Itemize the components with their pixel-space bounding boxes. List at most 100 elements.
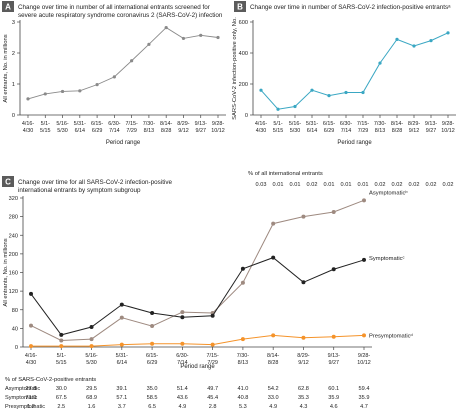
x-tick-label: 9/13- (195, 121, 207, 127)
x-tick-label: 9/13- (425, 121, 437, 127)
c-table-cell: 2.5 (57, 404, 65, 410)
data-point (95, 83, 99, 87)
x-tick-label: 4/16- (25, 353, 37, 359)
data-point (293, 104, 297, 109)
b-table-cell: 0.01 (358, 182, 369, 188)
series-line (31, 334, 365, 347)
c-table-cell: 35.0 (147, 386, 158, 392)
data-point (78, 89, 82, 93)
data-point (271, 255, 276, 260)
data-point (29, 323, 33, 328)
y-tick-label: 320 (9, 196, 18, 202)
panel-b-table-label: % of all international entrants (248, 171, 323, 177)
data-point (29, 344, 33, 349)
c-table-cell: 1.2 (27, 404, 35, 410)
x-tick-label: 10/12 (357, 360, 371, 366)
x-tick-label: 7/30- (374, 121, 386, 127)
x-tick-label: 6/29 (92, 128, 103, 134)
data-point (180, 310, 185, 315)
y-axis-title: SARS-CoV-2 infection-positive only, No. (232, 17, 238, 120)
series-line (27, 27, 219, 100)
x-tick-label: 9/27 (426, 128, 437, 134)
b-table-cell: 0.02 (392, 182, 403, 188)
x-tick-label: 5/1- (41, 121, 50, 127)
c-table-cell: 67.5 (56, 395, 67, 401)
data-point (361, 90, 365, 95)
data-point (216, 35, 220, 40)
b-table-cell: 0.03 (256, 182, 267, 188)
series-line (260, 32, 449, 110)
x-tick-label: 7/14 (109, 128, 120, 134)
data-point (210, 313, 215, 318)
data-point (331, 267, 336, 272)
c-table-cell: 39.1 (116, 386, 127, 392)
x-tick-label: 6/15- (323, 121, 335, 127)
x-tick-label: 8/13 (375, 128, 386, 134)
panel-c-letter: C (5, 178, 11, 187)
x-tick-label: 5/30 (86, 360, 97, 366)
data-point (89, 337, 94, 342)
c-table-row-label: Symptomatic (5, 395, 38, 401)
data-point (43, 92, 47, 96)
x-tick-label: 6/29 (324, 128, 335, 134)
x-tick-label: 6/30- (108, 121, 120, 127)
x-tick-label: 7/15- (206, 353, 218, 359)
c-table-cell: 45.4 (207, 395, 218, 401)
panel-c-badge (2, 176, 14, 187)
data-point (147, 42, 151, 46)
data-point (26, 97, 30, 101)
panel-a-badge (2, 1, 14, 12)
x-tick-label: 5/30 (57, 128, 68, 134)
y-tick-label: 400 (239, 51, 248, 57)
x-tick-label: 4/16- (22, 121, 34, 127)
x-tick-label: 6/14 (117, 360, 128, 366)
data-point (181, 36, 186, 41)
x-tick-label: 5/31- (306, 121, 318, 127)
x-tick-label: 10/12 (211, 128, 225, 134)
x-tick-label: 5/16- (85, 353, 97, 359)
x-tick-label: 6/15- (91, 121, 103, 127)
x-tick-label: 6/14 (75, 128, 86, 134)
x-tick-label: 9/27 (195, 128, 206, 134)
data-point (59, 332, 64, 337)
x-tick-label: 8/13 (144, 128, 155, 134)
y-tick-label: 280 (9, 215, 18, 221)
x-tick-label: 5/16- (56, 121, 68, 127)
c-table-cell: 57.1 (116, 395, 127, 401)
data-point (29, 291, 33, 296)
x-tick-label: 4/30 (256, 128, 267, 134)
data-point (331, 209, 336, 214)
x-axis-title: Period range (180, 364, 215, 370)
b-table-cell: 0.02 (443, 182, 454, 188)
data-point (331, 334, 336, 339)
x-tick-label: 8/14- (267, 353, 279, 359)
c-table-cell: 35.3 (298, 395, 309, 401)
c-table-cell: 71.0 (26, 395, 37, 401)
x-tick-label: 5/15 (56, 360, 67, 366)
c-table-row-label: Asymptomatic (5, 386, 40, 392)
c-table-row-label: Presymptomatic (5, 404, 45, 410)
data-point (150, 324, 155, 329)
data-point (240, 337, 245, 342)
data-point (429, 39, 433, 43)
data-point (199, 33, 203, 37)
c-table-cell: 35.9 (328, 395, 339, 401)
data-point (362, 257, 366, 262)
y-tick-label: 160 (9, 271, 18, 277)
x-tick-label: 5/1- (57, 353, 66, 359)
y-tick-label: 240 (9, 233, 18, 239)
y-tick-label: 40 (12, 326, 18, 332)
x-tick-label: 8/28 (268, 360, 279, 366)
x-tick-label: 5/31- (116, 353, 128, 359)
y-tick-label: 200 (9, 252, 18, 258)
c-table-cell: 58.5 (147, 395, 158, 401)
x-tick-label: 8/13 (238, 360, 249, 366)
x-tick-label: 5/1- (273, 121, 282, 127)
c-table-cell: 6.5 (148, 404, 156, 410)
data-point (112, 75, 116, 79)
data-point (164, 25, 168, 30)
data-point (180, 315, 185, 320)
data-point (59, 344, 64, 349)
data-point (180, 341, 185, 346)
data-point (301, 280, 306, 285)
